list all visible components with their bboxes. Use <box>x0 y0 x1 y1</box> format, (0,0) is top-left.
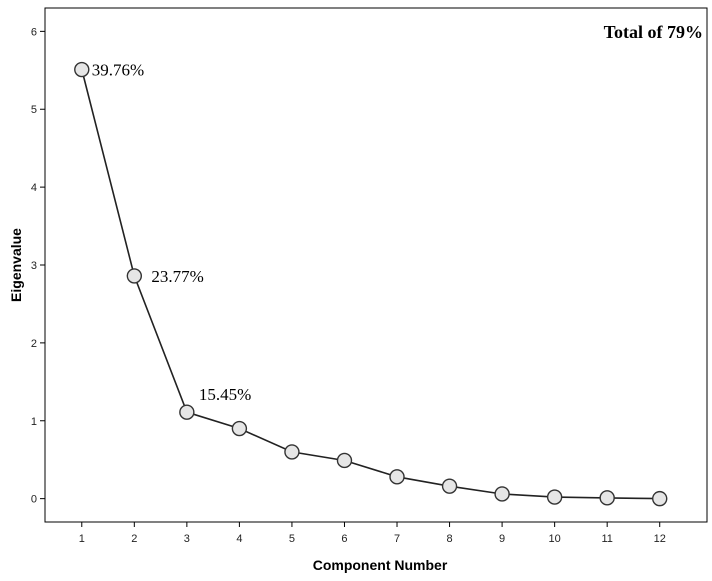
x-tick-label: 11 <box>601 533 612 545</box>
y-tick-label: 0 <box>31 494 37 506</box>
x-axis-title: Component Number <box>313 557 448 573</box>
y-tick-label: 3 <box>31 260 37 272</box>
data-point <box>231 420 248 437</box>
data-point <box>494 486 510 502</box>
data-point <box>546 489 563 505</box>
series-line <box>81 69 660 500</box>
x-tick-label: 6 <box>341 533 347 545</box>
data-point <box>599 490 615 506</box>
y-axis-title: Eigenvalue <box>8 228 24 302</box>
variance-annotation: 39.76% <box>92 61 144 80</box>
total-label: Total of 79% <box>604 22 703 42</box>
annotations: 39.76% 23.77% 15.45% <box>92 61 252 405</box>
x-tick-label: 8 <box>446 533 452 545</box>
x-tick-label: 5 <box>289 533 295 545</box>
x-tick-label: 7 <box>394 533 400 545</box>
series-eigenvalues <box>74 61 668 507</box>
data-point <box>441 478 458 494</box>
variance-annotation: 15.45% <box>199 385 251 404</box>
data-point <box>336 452 353 469</box>
plot-frame <box>44 7 708 523</box>
x-tick-label: 12 <box>654 533 666 545</box>
data-point <box>389 469 405 485</box>
x-tick-label: 10 <box>549 533 561 545</box>
data-point <box>284 444 300 460</box>
data-point <box>179 404 195 420</box>
variance-annotation: 23.77% <box>151 267 203 286</box>
x-axis: 1 2 3 4 5 6 7 8 9 10 11 12 <box>79 522 666 545</box>
x-tick-label: 4 <box>236 533 242 545</box>
x-tick-label: 3 <box>184 533 190 545</box>
x-tick-label: 9 <box>499 533 505 545</box>
data-point <box>126 268 143 284</box>
x-tick-label: 1 <box>79 533 85 545</box>
data-point <box>74 61 90 78</box>
x-tick-label: 2 <box>131 533 137 545</box>
y-tick-label: 1 <box>31 416 37 428</box>
y-tick-label: 5 <box>31 104 37 116</box>
y-tick-label: 4 <box>31 182 37 194</box>
y-tick-label: 6 <box>31 26 37 38</box>
y-tick-label: 2 <box>31 338 37 350</box>
data-point <box>652 490 668 507</box>
y-axis: 0 1 2 3 4 5 6 <box>31 26 45 506</box>
